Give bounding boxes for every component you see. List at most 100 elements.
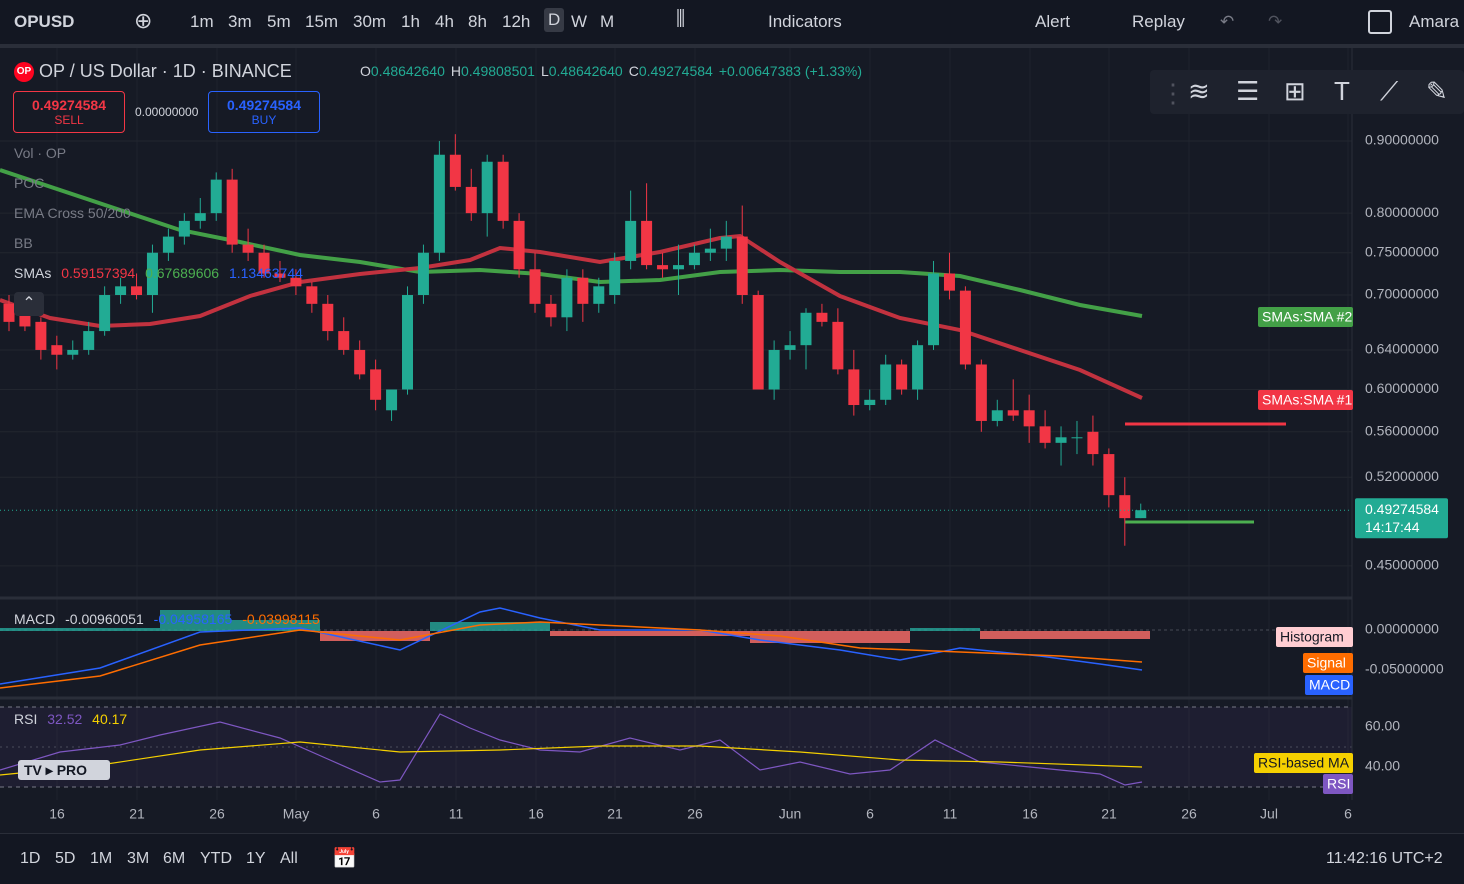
candle-body bbox=[975, 364, 987, 421]
range[interactable]: All bbox=[280, 850, 298, 867]
ohlc-value: 0.48642640 bbox=[370, 63, 445, 79]
candle-body bbox=[322, 303, 334, 332]
line-tag bbox=[1258, 390, 1353, 410]
study: EMA Cross 50/200 bbox=[14, 205, 131, 221]
change: +0.00647383 (+1.33%) bbox=[718, 63, 863, 79]
tool[interactable]: T bbox=[1334, 76, 1350, 106]
candle-body bbox=[561, 277, 573, 318]
interval[interactable]: D bbox=[544, 8, 565, 32]
range[interactable]: 1Y bbox=[246, 850, 266, 867]
price-tick-label: 0.56000000 bbox=[1365, 422, 1439, 438]
range[interactable]: 1D bbox=[20, 850, 41, 867]
interval[interactable]: 12h bbox=[502, 12, 531, 31]
ohlc-value: 0.49274584 bbox=[638, 63, 713, 79]
date-range[interactable]: 📅 bbox=[332, 848, 357, 870]
candle-body bbox=[274, 273, 286, 278]
tool[interactable]: ⟋ bbox=[1380, 76, 1399, 106]
candle-body bbox=[258, 252, 270, 274]
range[interactable]: YTD bbox=[200, 850, 232, 867]
interval[interactable]: 1h bbox=[401, 12, 420, 31]
time-label: 16 bbox=[49, 806, 65, 822]
tool[interactable]: ⊞ bbox=[1284, 76, 1306, 106]
interval[interactable]: 4h bbox=[435, 12, 454, 31]
logo: TV ▸ PRO bbox=[18, 760, 110, 780]
replay[interactable]: Replay bbox=[1132, 12, 1185, 31]
symbol[interactable]: OPUSD bbox=[14, 12, 75, 31]
interval[interactable]: 15m bbox=[305, 12, 339, 31]
sell-label: SELL bbox=[54, 113, 84, 127]
study-value: 1.13463744 bbox=[228, 265, 303, 281]
candle-body bbox=[210, 179, 222, 214]
range[interactable]: 1M bbox=[90, 850, 113, 867]
candle-body bbox=[816, 312, 828, 322]
candle-body bbox=[848, 369, 860, 406]
time-label: 21 bbox=[1101, 806, 1117, 822]
candle-body bbox=[1119, 495, 1131, 519]
chart-type[interactable]: ⫼ bbox=[676, 8, 686, 30]
candle-body bbox=[19, 312, 31, 327]
interval[interactable]: M bbox=[600, 12, 615, 31]
redo[interactable]: ↷ bbox=[1268, 12, 1283, 31]
line-tag-label: Signal bbox=[1307, 655, 1346, 671]
tool[interactable]: ☰ bbox=[1236, 76, 1260, 106]
candle-body bbox=[625, 220, 637, 261]
candle-body bbox=[449, 154, 461, 187]
tool[interactable]: ≋ bbox=[1188, 76, 1210, 106]
candle-body bbox=[433, 154, 445, 253]
macd-line bbox=[0, 607, 1143, 685]
buy-button[interactable]: 0.49274584 BUY bbox=[208, 91, 320, 133]
candle-body bbox=[83, 331, 95, 350]
interval[interactable]: 3m bbox=[228, 12, 252, 31]
signal-line bbox=[0, 621, 1143, 689]
range[interactable]: 3M bbox=[127, 850, 150, 867]
candle-body bbox=[131, 286, 143, 296]
add-symbol[interactable]: ⊕ bbox=[134, 8, 153, 33]
candle-body bbox=[943, 273, 955, 291]
candle-body bbox=[354, 349, 366, 375]
candle-body bbox=[1071, 437, 1083, 439]
candle-body bbox=[402, 295, 413, 390]
time-label: 26 bbox=[209, 806, 225, 822]
candle-body bbox=[672, 265, 684, 270]
interval[interactable]: W bbox=[571, 12, 588, 31]
candle-body bbox=[178, 220, 190, 237]
interval[interactable]: 1m bbox=[190, 12, 214, 31]
user[interactable]: Amara bbox=[1409, 12, 1460, 31]
alert[interactable]: Alert bbox=[1035, 12, 1070, 31]
candle-body bbox=[609, 260, 621, 296]
candle-body bbox=[146, 252, 158, 296]
interval[interactable]: 8h bbox=[468, 12, 487, 31]
sell-button[interactable]: 0.49274584 SELL bbox=[13, 91, 125, 133]
range[interactable]: 6M bbox=[163, 850, 186, 867]
sell-price: 0.49274584 bbox=[32, 97, 106, 113]
time-label: 16 bbox=[1022, 806, 1038, 822]
price-tick-label: 0.90000000 bbox=[1365, 132, 1439, 148]
interval[interactable]: 30m bbox=[353, 12, 387, 31]
price-tick-label: 0.80000000 bbox=[1365, 204, 1439, 220]
layout[interactable] bbox=[1368, 10, 1392, 34]
undo[interactable]: ↶ bbox=[1220, 12, 1235, 31]
collapse[interactable]: ⌃ bbox=[14, 292, 44, 316]
candle-body bbox=[959, 290, 971, 365]
study-value: -0.03998115 bbox=[242, 611, 320, 627]
macd-tick-label: -0.05000000 bbox=[1365, 661, 1444, 677]
indicators[interactable]: Indicators bbox=[768, 12, 842, 31]
line-tag bbox=[1258, 307, 1353, 327]
time-label: 11 bbox=[449, 806, 464, 822]
study-value: -0.00960051 bbox=[65, 611, 144, 627]
candle-body bbox=[529, 269, 541, 304]
line-tag bbox=[1276, 627, 1353, 647]
tool[interactable]: ✎ bbox=[1426, 76, 1448, 106]
study: BB bbox=[14, 235, 33, 251]
candle-body bbox=[306, 286, 318, 304]
range[interactable]: 5D bbox=[55, 850, 76, 867]
candle-body bbox=[497, 161, 509, 221]
study-value: 0.59157394 bbox=[61, 265, 136, 281]
time-label: May bbox=[283, 806, 309, 822]
time-label: 16 bbox=[528, 806, 544, 822]
ohlc-value: 0.49808501 bbox=[460, 63, 535, 79]
last-price-label: 0.49274584 bbox=[1365, 501, 1439, 517]
candle-body bbox=[513, 220, 525, 270]
interval[interactable]: 5m bbox=[267, 12, 291, 31]
macd-tick-label: 0.00000000 bbox=[1365, 621, 1439, 637]
